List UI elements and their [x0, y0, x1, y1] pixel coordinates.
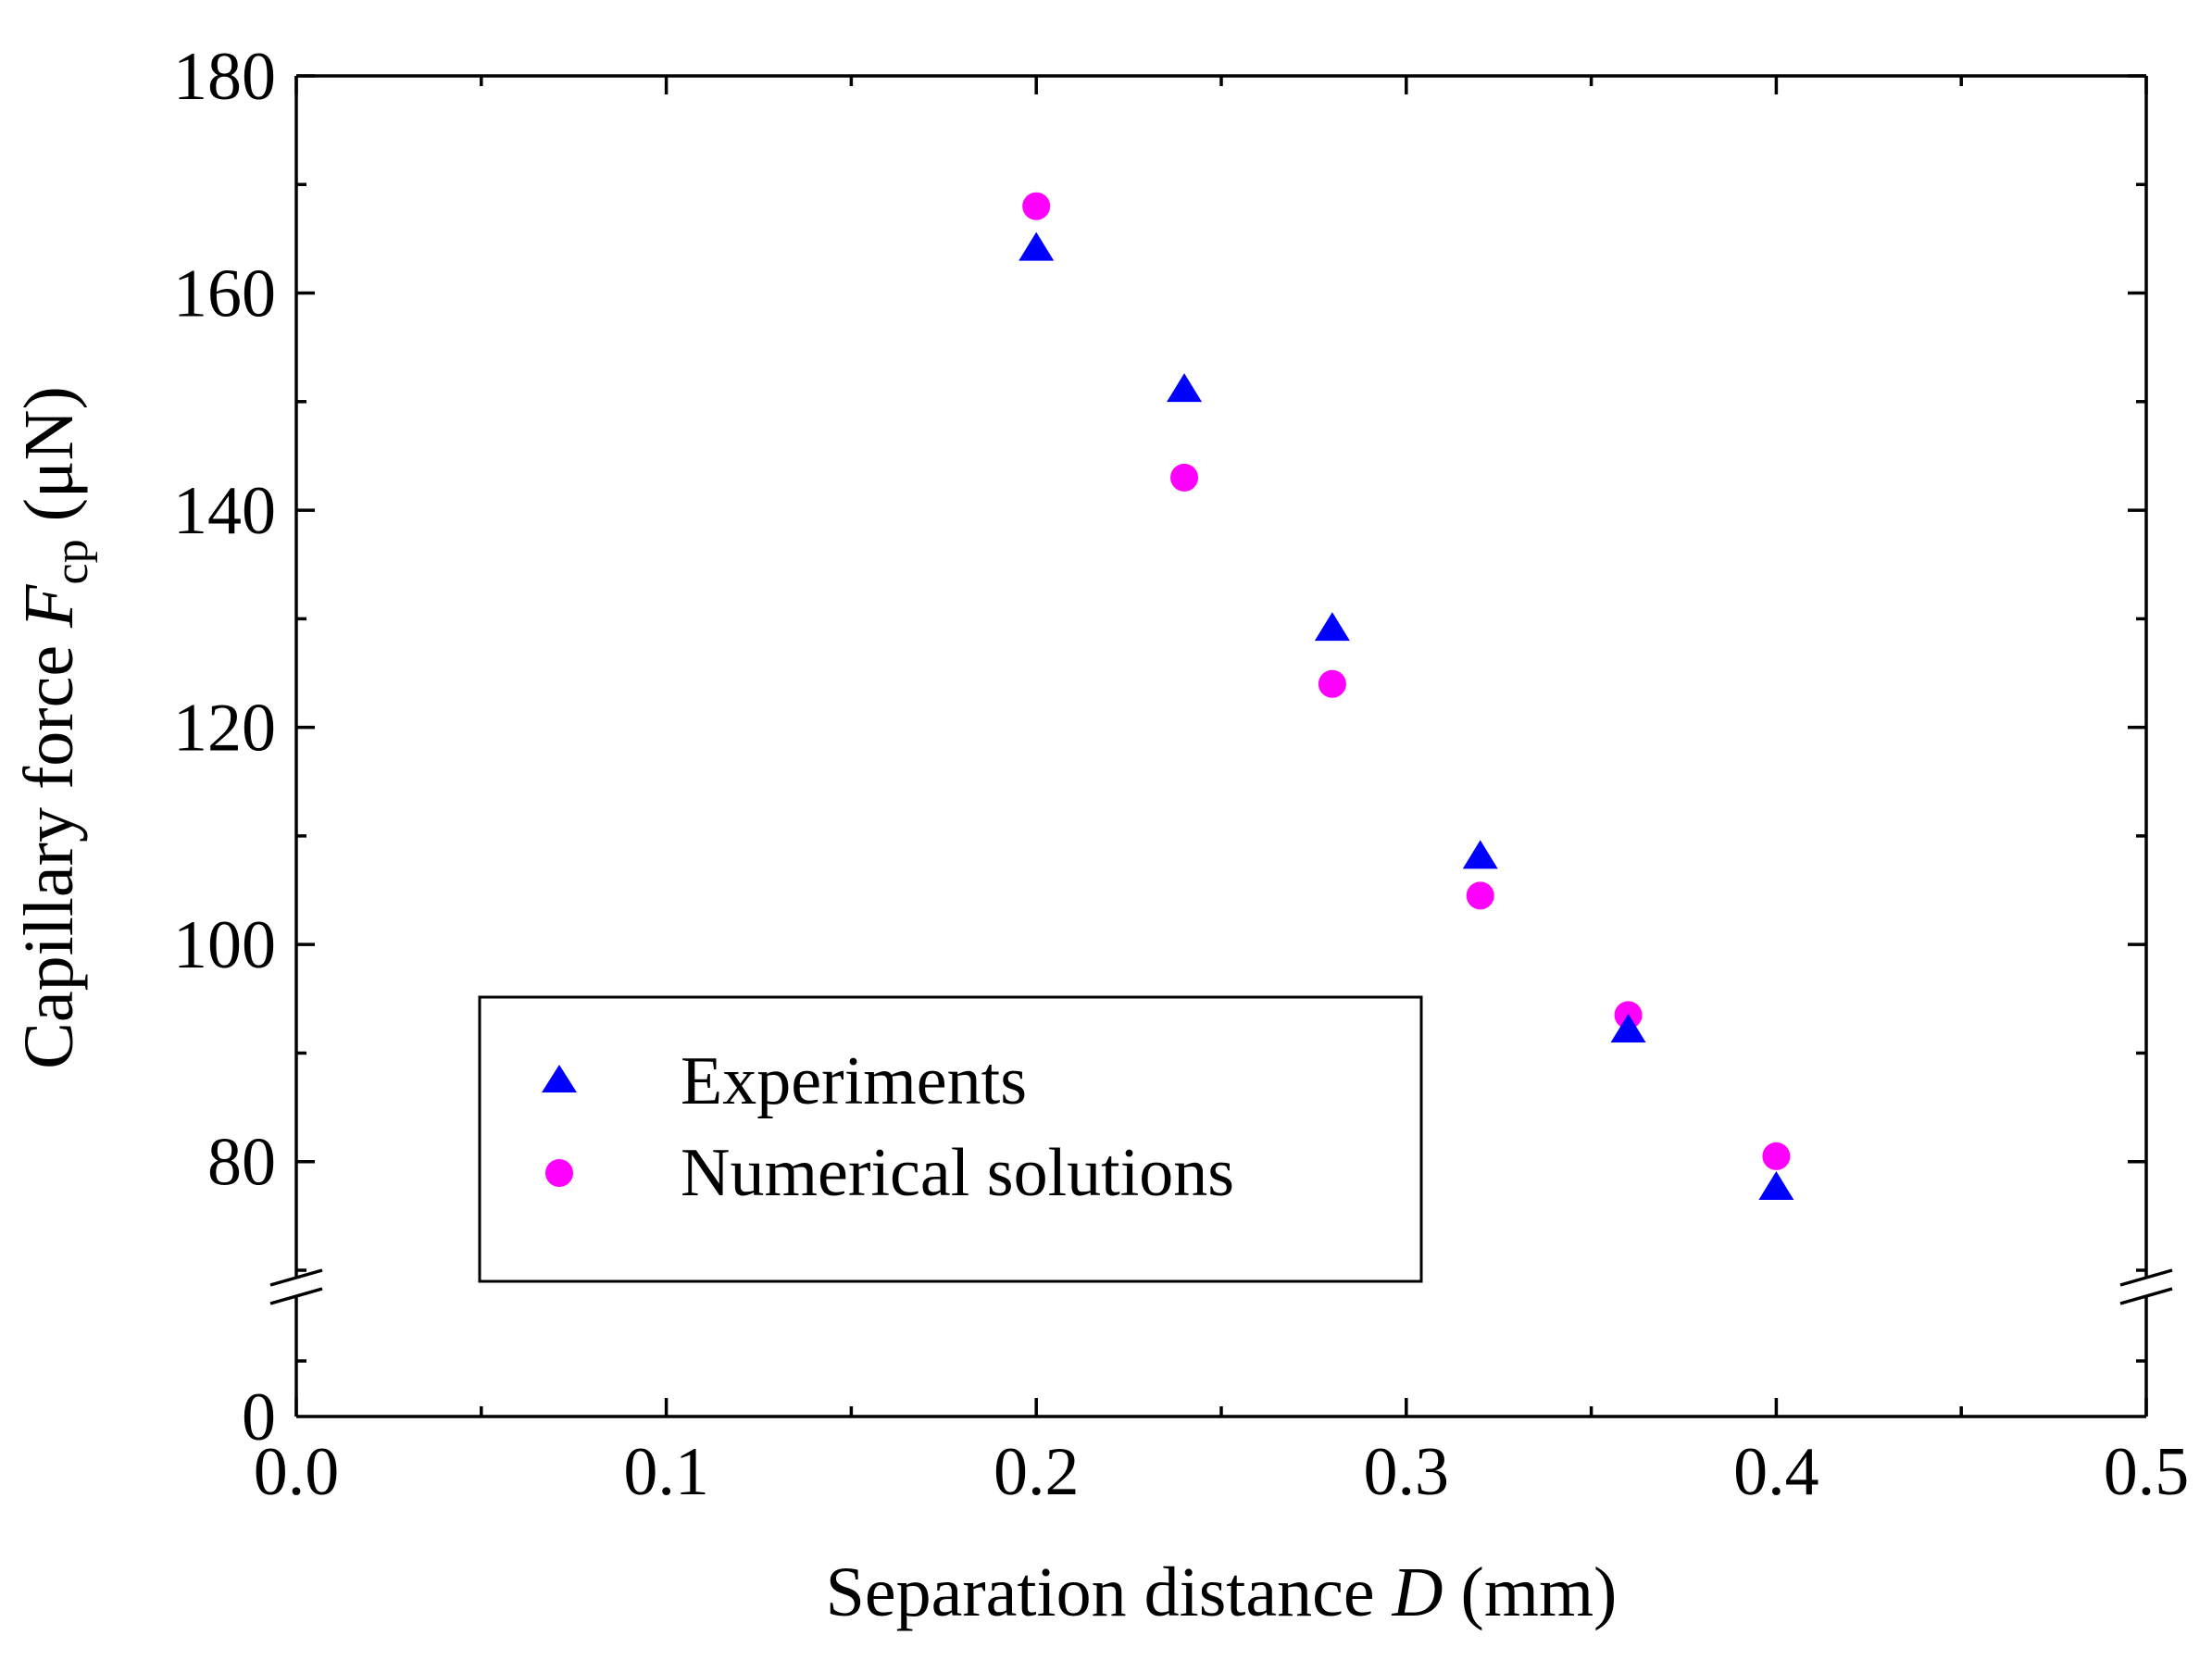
y-axis-title-subscript: cp	[45, 539, 98, 584]
y-tick-label: 100	[173, 907, 276, 983]
right-axis-break-mark-1	[2119, 1268, 2173, 1287]
y-tick-label: 160	[173, 256, 276, 332]
point-experiments	[1019, 231, 1055, 261]
point-experiments	[1462, 840, 1498, 869]
x-tick-label: 0.1	[623, 1434, 709, 1510]
point-numerical-solutions	[1318, 669, 1346, 698]
legend-box	[478, 995, 1423, 1283]
point-experiments	[1758, 1171, 1794, 1201]
left-axis-break-mark-2	[269, 1287, 323, 1305]
right-axis-break-mark-2	[2119, 1287, 2173, 1305]
y-axis-title-prefix: Capillary force	[10, 628, 88, 1069]
x-axis-title-suffix: (mm)	[1443, 1554, 1618, 1631]
legend: Experiments Numerical solutions	[478, 995, 1423, 1283]
point-numerical-solutions	[1466, 881, 1494, 910]
legend-marker-numerical-solutions	[545, 1159, 573, 1187]
point-numerical-solutions	[1022, 192, 1051, 220]
y-axis-title: Capillary force Fcp (μN)	[10, 386, 98, 1069]
y-axis-title-suffix: (μN)	[10, 386, 88, 539]
point-experiments	[1314, 612, 1350, 642]
point-numerical-solutions	[1762, 1142, 1791, 1170]
legend-label-experiments: Experiments	[681, 1043, 1027, 1119]
data-marks	[1019, 192, 1794, 1201]
x-tick-label: 0.5	[2104, 1434, 2190, 1510]
y-tick-label: 120	[173, 691, 276, 767]
y-tick-label: 140	[173, 473, 276, 549]
x-axis-title: Separation distance D (mm)	[826, 1554, 1618, 1631]
x-tick-label: 0.3	[1364, 1434, 1450, 1510]
y-tick-label-zero: 0	[242, 1379, 276, 1455]
x-axis-title-symbol: D	[1392, 1554, 1443, 1631]
x-tick-label: 0.4	[1733, 1434, 1819, 1510]
point-numerical-solutions	[1170, 463, 1199, 492]
ticks	[294, 74, 2148, 1417]
legend-label-numerical-solutions: Numerical solutions	[681, 1135, 1234, 1211]
y-tick-label: 80	[207, 1125, 276, 1201]
tick-labels: 0.0 0.1 0.2 0.3 0.4 0.5 80 100 120 140 160 180 0	[173, 39, 2189, 1510]
legend-marker-experiments	[542, 1065, 577, 1092]
x-axis-title-prefix: Separation distance	[826, 1554, 1393, 1631]
y-axis-title-symbol: F	[10, 583, 88, 629]
y-tick-label: 180	[173, 39, 276, 115]
point-experiments	[1167, 373, 1203, 403]
x-tick-label: 0.2	[994, 1434, 1080, 1510]
left-axis-break-mark-1	[269, 1268, 323, 1287]
point-experiments	[1610, 1014, 1646, 1042]
x-tick-label: 0.0	[254, 1434, 340, 1510]
